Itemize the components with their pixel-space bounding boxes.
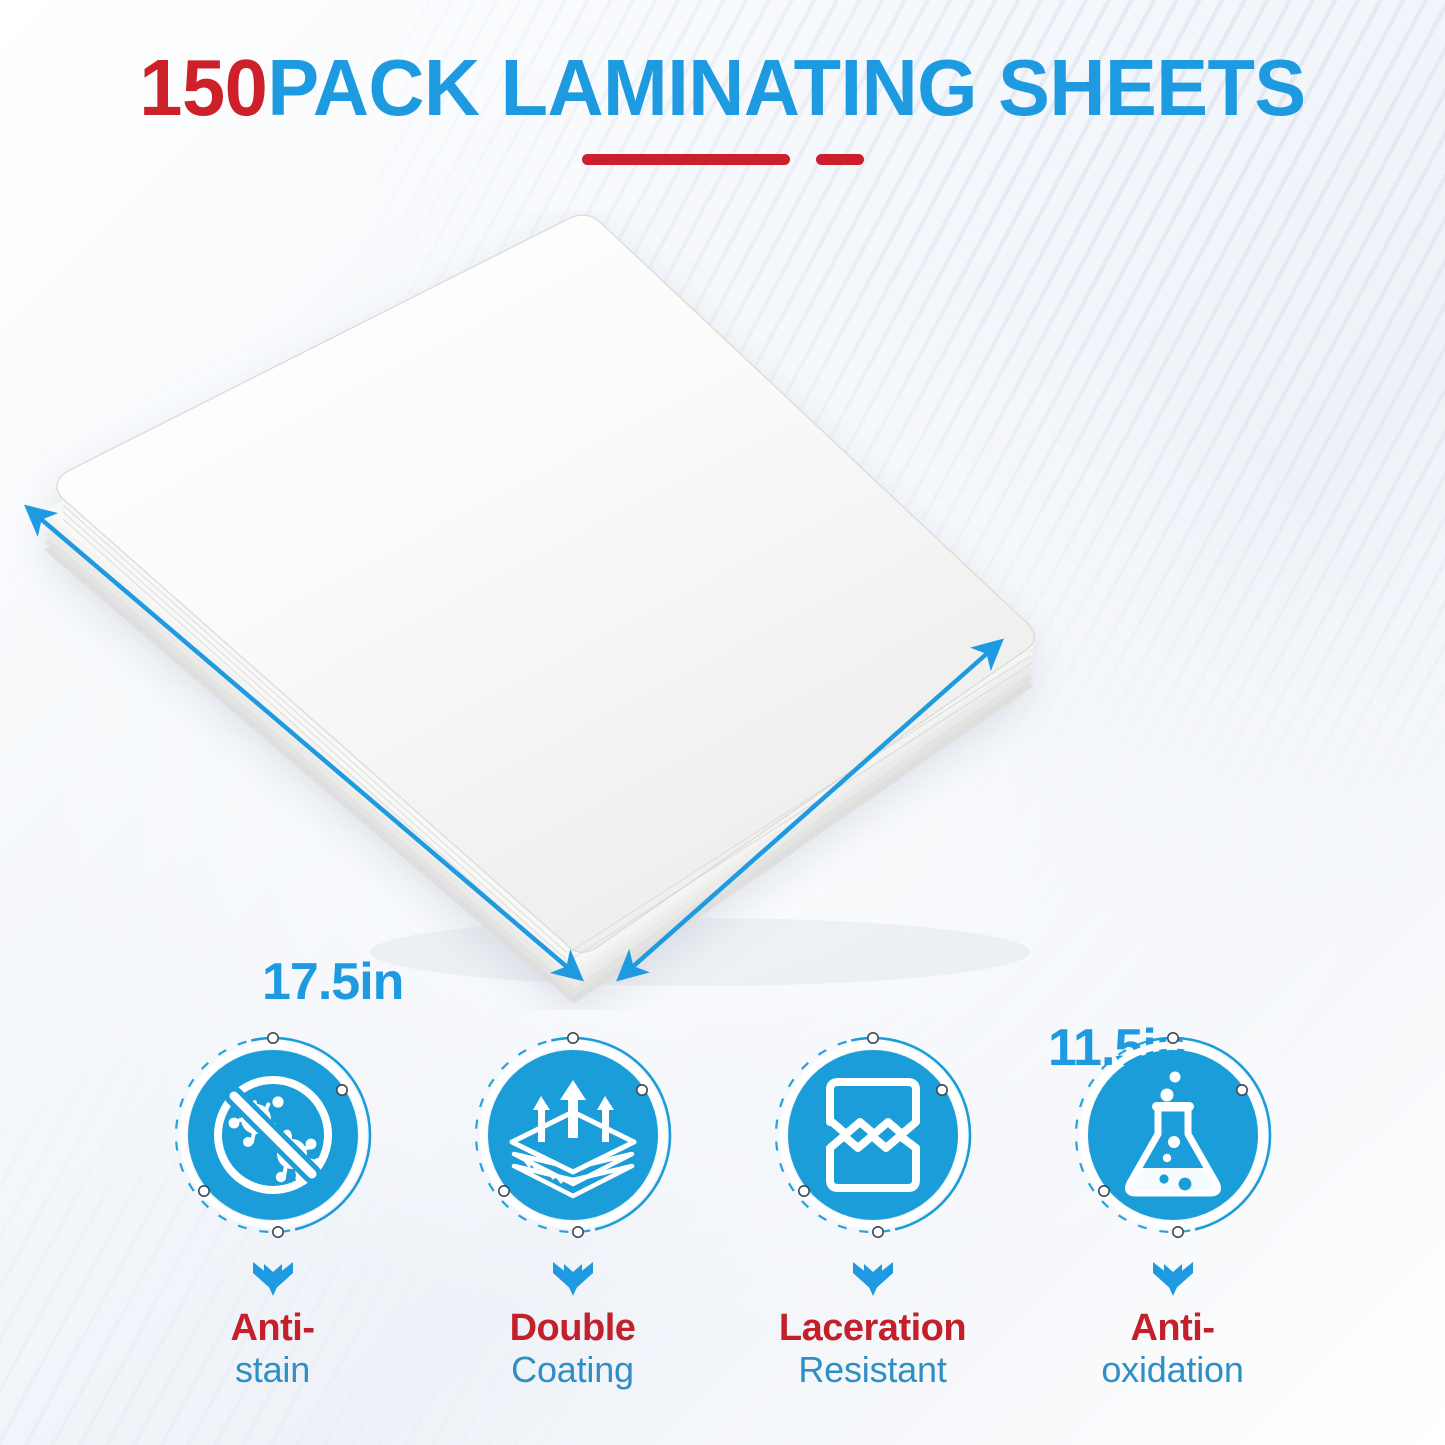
dimension-arrow-width xyxy=(616,638,1004,982)
anti-bacteria-icon xyxy=(174,1032,371,1239)
chevron-down-icon xyxy=(1152,1262,1193,1296)
title-pack-count: 150 xyxy=(139,43,268,132)
chevron-down-icon xyxy=(552,1262,593,1296)
page-title: 150PACK LAMINATING SHEETS xyxy=(22,48,1424,128)
feature-badge-anti-oxidation xyxy=(1068,1030,1278,1240)
feature-badge-double-coating xyxy=(468,1030,678,1240)
feature-title: Laceration xyxy=(778,1307,967,1349)
up-arrows xyxy=(532,1080,614,1142)
feature-subtitle: Resistant xyxy=(798,1349,947,1391)
layer-hatching xyxy=(521,1157,563,1184)
chevron-down-icon xyxy=(852,1262,893,1296)
feature-subtitle: stain xyxy=(234,1349,311,1391)
feature-item-anti-stain[interactable]: Anti- stain xyxy=(123,1030,423,1390)
torn-sheet-icon xyxy=(774,1032,971,1239)
divider-bar-long xyxy=(581,154,790,165)
divider-bar-short xyxy=(815,154,864,165)
flask-icon xyxy=(1074,1032,1271,1239)
feature-title: Anti- xyxy=(1130,1307,1215,1349)
feature-subtitle: oxidation xyxy=(1101,1349,1244,1391)
dimension-label-length: 17.5in xyxy=(262,953,404,1011)
feature-row: Anti- stain xyxy=(0,1030,1445,1390)
header: 150PACK LAMINATING SHEETS xyxy=(0,48,1445,165)
feature-title: Anti- xyxy=(230,1307,315,1349)
feature-label-double-coating: Double Coating xyxy=(509,1307,636,1391)
feature-item-anti-oxidation[interactable]: Anti- oxidation xyxy=(1023,1030,1323,1390)
title-divider xyxy=(0,154,1445,165)
feature-title: Double xyxy=(509,1307,636,1349)
feature-badge-anti-stain xyxy=(168,1030,378,1240)
feature-item-laceration-resistant[interactable]: Laceration Resistant xyxy=(723,1030,1023,1390)
feature-item-double-coating[interactable]: Double Coating xyxy=(423,1030,723,1390)
feature-subtitle: Coating xyxy=(511,1349,634,1391)
dimension-arrows xyxy=(24,504,1004,982)
feature-label-anti-oxidation: Anti- oxidation xyxy=(1101,1307,1244,1391)
layers-arrows-icon xyxy=(474,1032,671,1239)
feature-badge-laceration-resistant xyxy=(768,1030,978,1240)
product-illustration-area: 17.5in 11.5in xyxy=(0,210,1445,1077)
dimension-arrow-length xyxy=(24,504,584,982)
feature-label-anti-stain: Anti- stain xyxy=(230,1307,315,1391)
feature-label-laceration-resistant: Laceration Resistant xyxy=(778,1307,967,1391)
chevron-down-icon xyxy=(252,1262,293,1296)
title-product-name: PACK LAMINATING SHEETS xyxy=(267,43,1306,132)
